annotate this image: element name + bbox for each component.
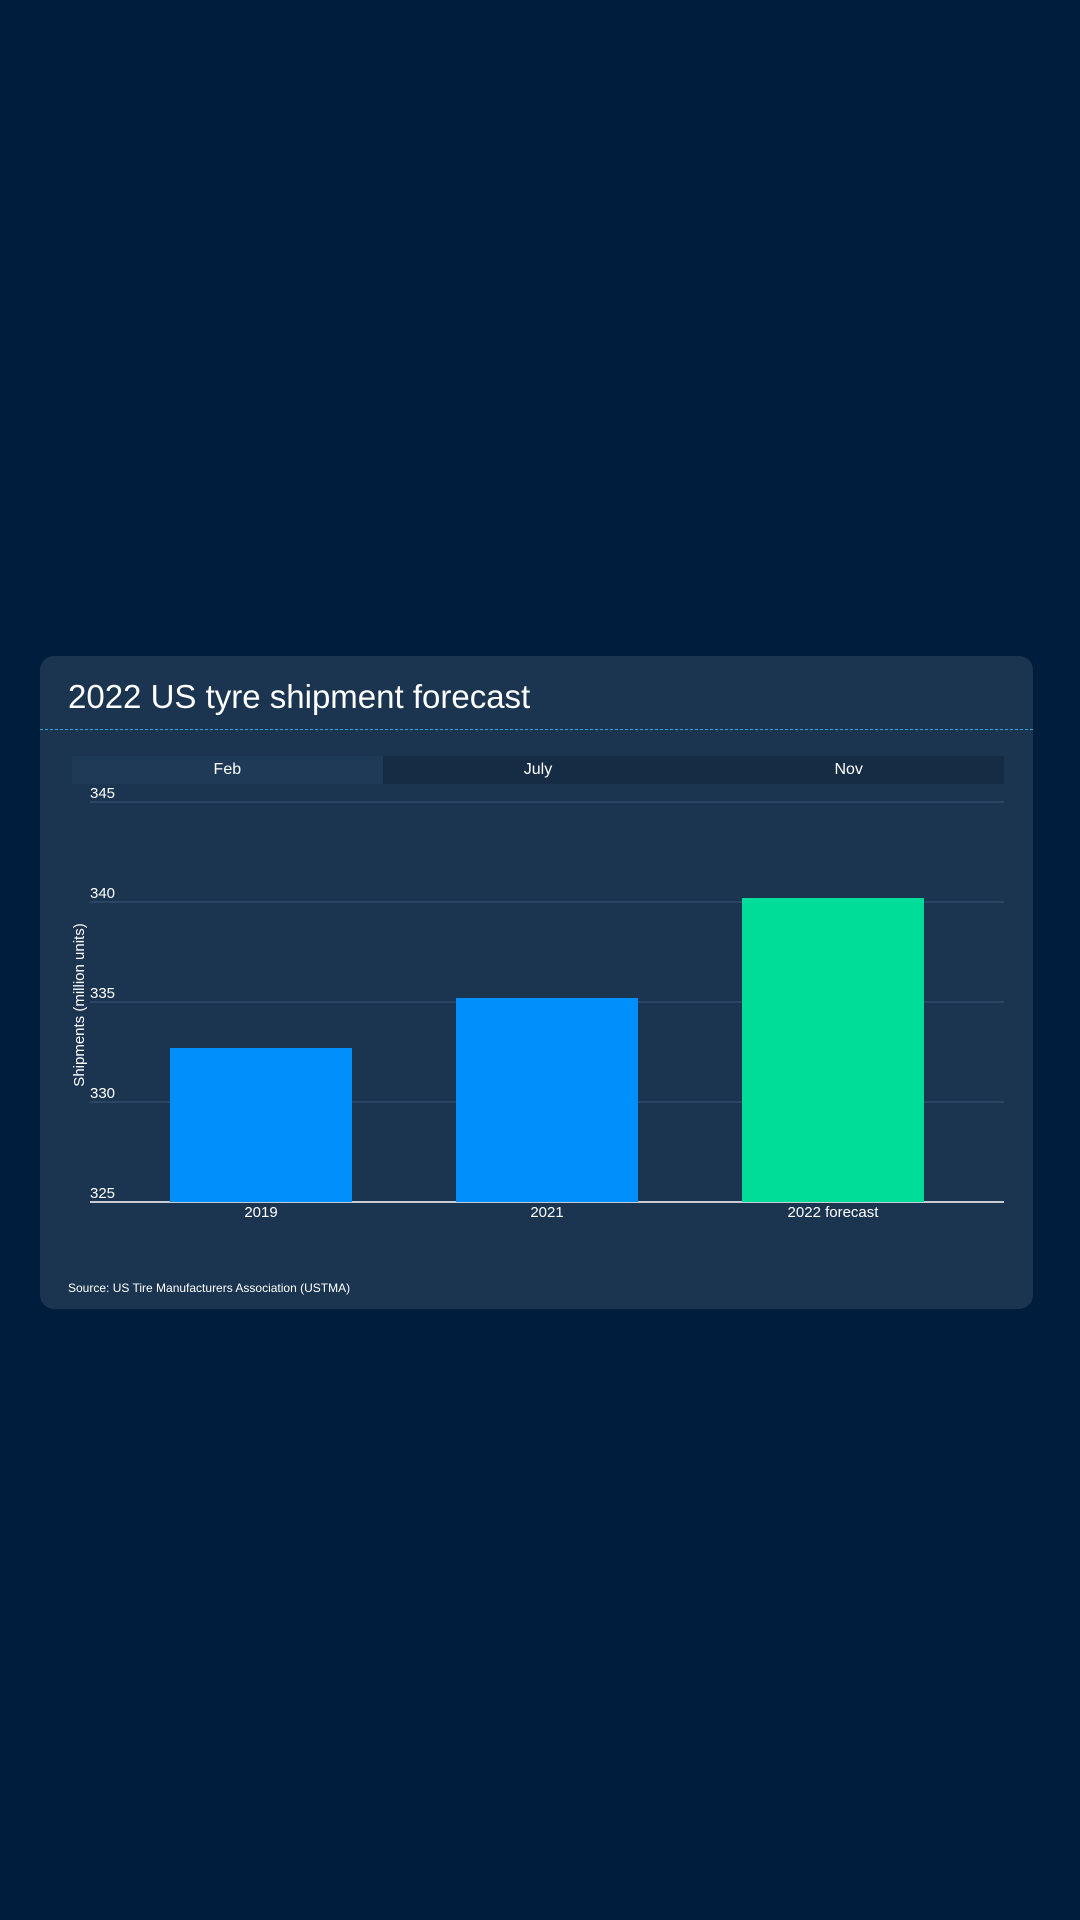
source-note: Source: US Tire Manufacturers Associatio… [68,1281,351,1295]
bar-chart: 325 330 335 340 345 Shipments (million units)… [71,786,1004,1221]
y-tick-label: 345 [90,786,115,802]
bar-2022-forecast [742,898,924,1202]
x-tick-label: 2021 [530,1204,563,1221]
y-axis-title: Shipments (million units) [71,923,88,1086]
title-divider [40,729,1033,730]
x-tick-label: 2022 forecast [788,1204,880,1221]
y-tick-label: 335 [90,985,115,1002]
y-tick-label: 330 [90,1085,115,1102]
tab-nov[interactable]: Nov [834,761,863,778]
chart-card: 2022 US tyre shipment forecast Feb July … [40,656,1033,1309]
chart-title: 2022 US tyre shipment forecast [68,678,531,715]
tab-bar: Feb July Nov [72,756,1004,784]
y-tick-label: 325 [90,1185,115,1202]
bar-2019 [170,1048,352,1202]
tab-feb[interactable]: Feb [72,756,383,784]
tab-july[interactable]: July [523,761,553,778]
bar-2021 [456,998,638,1202]
y-tick-label: 340 [90,885,115,902]
x-tick-label: 2019 [244,1204,277,1221]
